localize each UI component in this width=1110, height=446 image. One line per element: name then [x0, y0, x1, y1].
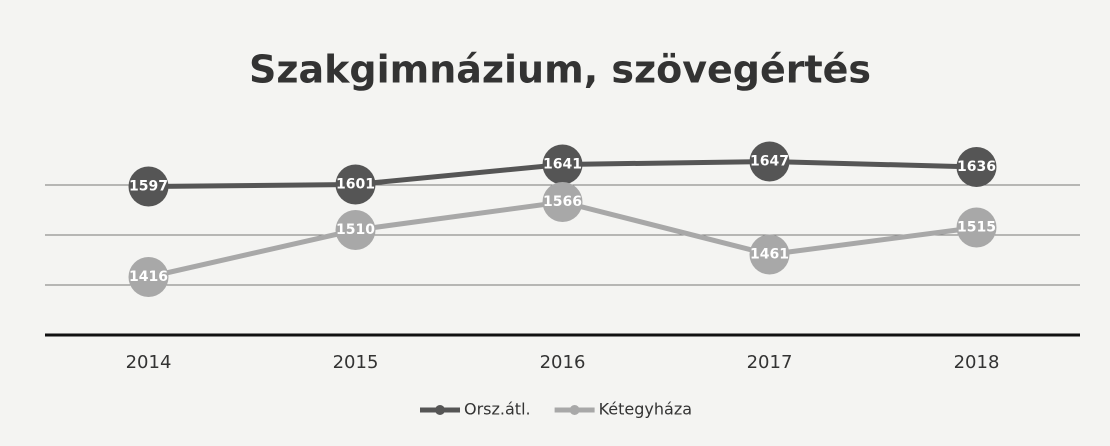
data-point [542, 182, 583, 222]
chart-title: Szakgimnázium, szövegértés [249, 48, 871, 92]
data-label: 1636 [957, 159, 996, 175]
data-point [128, 166, 169, 207]
x-tick-label: 2015 [333, 352, 379, 373]
data-label: 1647 [750, 154, 789, 170]
x-tick-label: 2017 [747, 352, 793, 373]
data-point [749, 141, 790, 182]
x-tick-label: 2016 [540, 352, 586, 373]
legend-label: Kétegyháza [599, 400, 692, 419]
data-point [749, 234, 790, 275]
legend-label: Orsz.átl. [464, 400, 531, 419]
data-point [335, 210, 376, 250]
x-tick-label: 2018 [954, 352, 1000, 373]
data-point [542, 144, 583, 185]
data-label: 1510 [336, 222, 375, 238]
data-point [956, 147, 997, 187]
data-point [335, 164, 376, 205]
data-label: 1461 [750, 247, 789, 263]
legend-marker [435, 405, 445, 415]
data-label: 1515 [957, 220, 996, 236]
data-point [128, 257, 169, 297]
data-label: 1416 [129, 269, 168, 285]
data-label: 1601 [336, 177, 375, 193]
legend-marker [569, 405, 580, 415]
data-label: 1597 [129, 179, 168, 195]
x-tick-label: 2014 [126, 352, 172, 373]
data-point [956, 207, 997, 248]
data-label: 1566 [543, 194, 582, 210]
data-label: 1641 [543, 157, 582, 173]
